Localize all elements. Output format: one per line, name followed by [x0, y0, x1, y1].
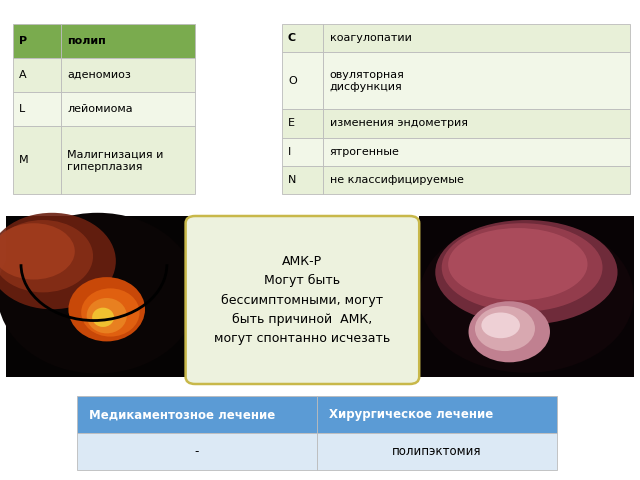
Text: не классифицируемые: не классифицируемые [330, 175, 463, 185]
Text: полип: полип [67, 36, 106, 46]
FancyBboxPatch shape [186, 216, 419, 384]
Text: C: C [288, 33, 296, 43]
Ellipse shape [81, 288, 140, 336]
Text: Хирургическое лечение: Хирургическое лечение [329, 408, 493, 421]
Text: полипэктомия: полипэктомия [392, 445, 481, 458]
FancyBboxPatch shape [6, 216, 189, 377]
FancyBboxPatch shape [282, 109, 323, 138]
Ellipse shape [68, 277, 145, 341]
FancyBboxPatch shape [317, 396, 557, 433]
Ellipse shape [448, 228, 588, 300]
FancyBboxPatch shape [61, 58, 195, 92]
FancyBboxPatch shape [323, 24, 630, 52]
FancyBboxPatch shape [61, 126, 195, 194]
FancyBboxPatch shape [77, 433, 317, 470]
FancyBboxPatch shape [419, 216, 634, 377]
Text: ятрогенные: ятрогенные [330, 147, 399, 157]
Ellipse shape [92, 308, 114, 327]
Ellipse shape [442, 223, 602, 312]
Text: A: A [19, 70, 27, 80]
FancyBboxPatch shape [13, 58, 61, 92]
FancyBboxPatch shape [323, 52, 630, 109]
FancyBboxPatch shape [282, 166, 323, 194]
FancyBboxPatch shape [317, 433, 557, 470]
Ellipse shape [475, 306, 535, 351]
Text: O: O [288, 76, 297, 86]
Text: E: E [288, 119, 295, 129]
Text: Малигнизация и
гиперплазия: Малигнизация и гиперплазия [67, 149, 164, 171]
Text: коагулопатии: коагулопатии [330, 33, 412, 43]
Ellipse shape [468, 301, 550, 362]
Ellipse shape [0, 213, 116, 309]
Ellipse shape [419, 220, 634, 373]
FancyBboxPatch shape [323, 109, 630, 138]
FancyBboxPatch shape [323, 166, 630, 194]
FancyBboxPatch shape [13, 24, 61, 58]
Ellipse shape [0, 223, 75, 279]
FancyBboxPatch shape [61, 92, 195, 126]
Text: -: - [195, 445, 199, 458]
Text: L: L [19, 104, 26, 114]
FancyBboxPatch shape [323, 138, 630, 166]
FancyBboxPatch shape [13, 92, 61, 126]
Text: лейомиома: лейомиома [67, 104, 133, 114]
Ellipse shape [0, 220, 93, 292]
Text: N: N [288, 175, 296, 185]
Text: P: P [19, 36, 28, 46]
Text: изменения эндометрия: изменения эндометрия [330, 119, 468, 129]
Ellipse shape [435, 220, 618, 324]
FancyBboxPatch shape [282, 52, 323, 109]
FancyBboxPatch shape [61, 24, 195, 58]
Text: овуляторная
дисфункция: овуляторная дисфункция [330, 70, 404, 92]
FancyBboxPatch shape [282, 138, 323, 166]
FancyBboxPatch shape [13, 126, 61, 194]
Text: аденомиоз: аденомиоз [67, 70, 131, 80]
Text: I: I [288, 147, 291, 157]
FancyBboxPatch shape [282, 24, 323, 52]
FancyBboxPatch shape [77, 396, 317, 433]
Ellipse shape [481, 312, 520, 338]
Text: Медикаментозное лечение: Медикаментозное лечение [89, 408, 275, 421]
Ellipse shape [0, 213, 198, 373]
Text: M: M [19, 156, 29, 165]
Ellipse shape [86, 298, 127, 334]
Text: АМК-Р
Могут быть
бессимптомными, могут
быть причиной  АМК,
могут спонтанно исчез: АМК-Р Могут быть бессимптомными, могут б… [214, 255, 390, 345]
